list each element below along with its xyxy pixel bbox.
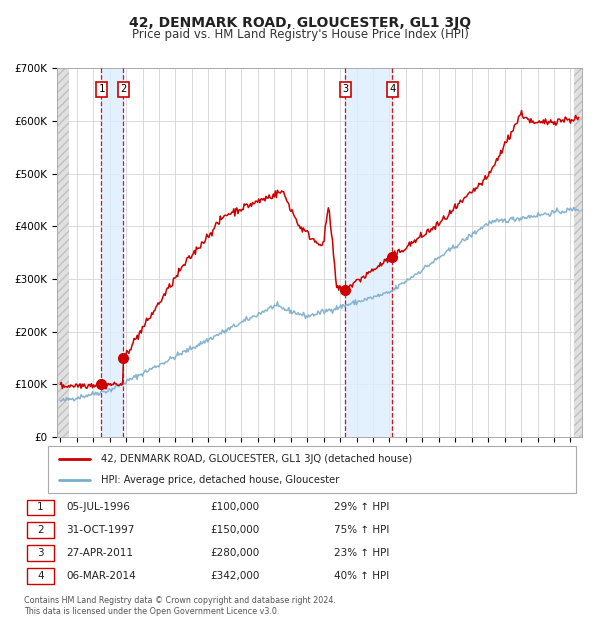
Text: 31-OCT-1997: 31-OCT-1997	[66, 525, 134, 536]
Text: 3: 3	[342, 84, 349, 94]
Text: £150,000: £150,000	[210, 525, 259, 536]
FancyBboxPatch shape	[48, 446, 576, 493]
Bar	[101, 68, 124, 437]
FancyBboxPatch shape	[27, 500, 54, 515]
Text: 40% ↑ HPI: 40% ↑ HPI	[334, 571, 389, 582]
Text: 06-MAR-2014: 06-MAR-2014	[66, 571, 136, 582]
Text: 05-JUL-1996: 05-JUL-1996	[66, 502, 130, 513]
Text: Contains HM Land Registry data © Crown copyright and database right 2024.
This d: Contains HM Land Registry data © Crown c…	[24, 596, 336, 616]
Text: 4: 4	[37, 571, 44, 582]
Text: Price paid vs. HM Land Registry's House Price Index (HPI): Price paid vs. HM Land Registry's House …	[131, 28, 469, 41]
Text: £280,000: £280,000	[210, 548, 259, 559]
Text: 2: 2	[37, 525, 44, 536]
Text: 23% ↑ HPI: 23% ↑ HPI	[334, 548, 389, 559]
Text: 1: 1	[98, 84, 104, 94]
Text: 3: 3	[37, 548, 44, 559]
FancyBboxPatch shape	[27, 569, 54, 584]
Text: 2: 2	[120, 84, 127, 94]
Text: 75% ↑ HPI: 75% ↑ HPI	[334, 525, 389, 536]
Text: 4: 4	[389, 84, 395, 94]
Text: £342,000: £342,000	[210, 571, 259, 582]
FancyBboxPatch shape	[27, 546, 54, 561]
Text: 42, DENMARK ROAD, GLOUCESTER, GL1 3JQ: 42, DENMARK ROAD, GLOUCESTER, GL1 3JQ	[129, 16, 471, 30]
Text: 29% ↑ HPI: 29% ↑ HPI	[334, 502, 389, 513]
Bar	[346, 68, 392, 437]
Text: 27-APR-2011: 27-APR-2011	[66, 548, 133, 559]
Text: 1: 1	[37, 502, 44, 513]
Text: HPI: Average price, detached house, Gloucester: HPI: Average price, detached house, Glou…	[101, 476, 339, 485]
Text: 42, DENMARK ROAD, GLOUCESTER, GL1 3JQ (detached house): 42, DENMARK ROAD, GLOUCESTER, GL1 3JQ (d…	[101, 454, 412, 464]
Text: £100,000: £100,000	[210, 502, 259, 513]
FancyBboxPatch shape	[27, 523, 54, 538]
